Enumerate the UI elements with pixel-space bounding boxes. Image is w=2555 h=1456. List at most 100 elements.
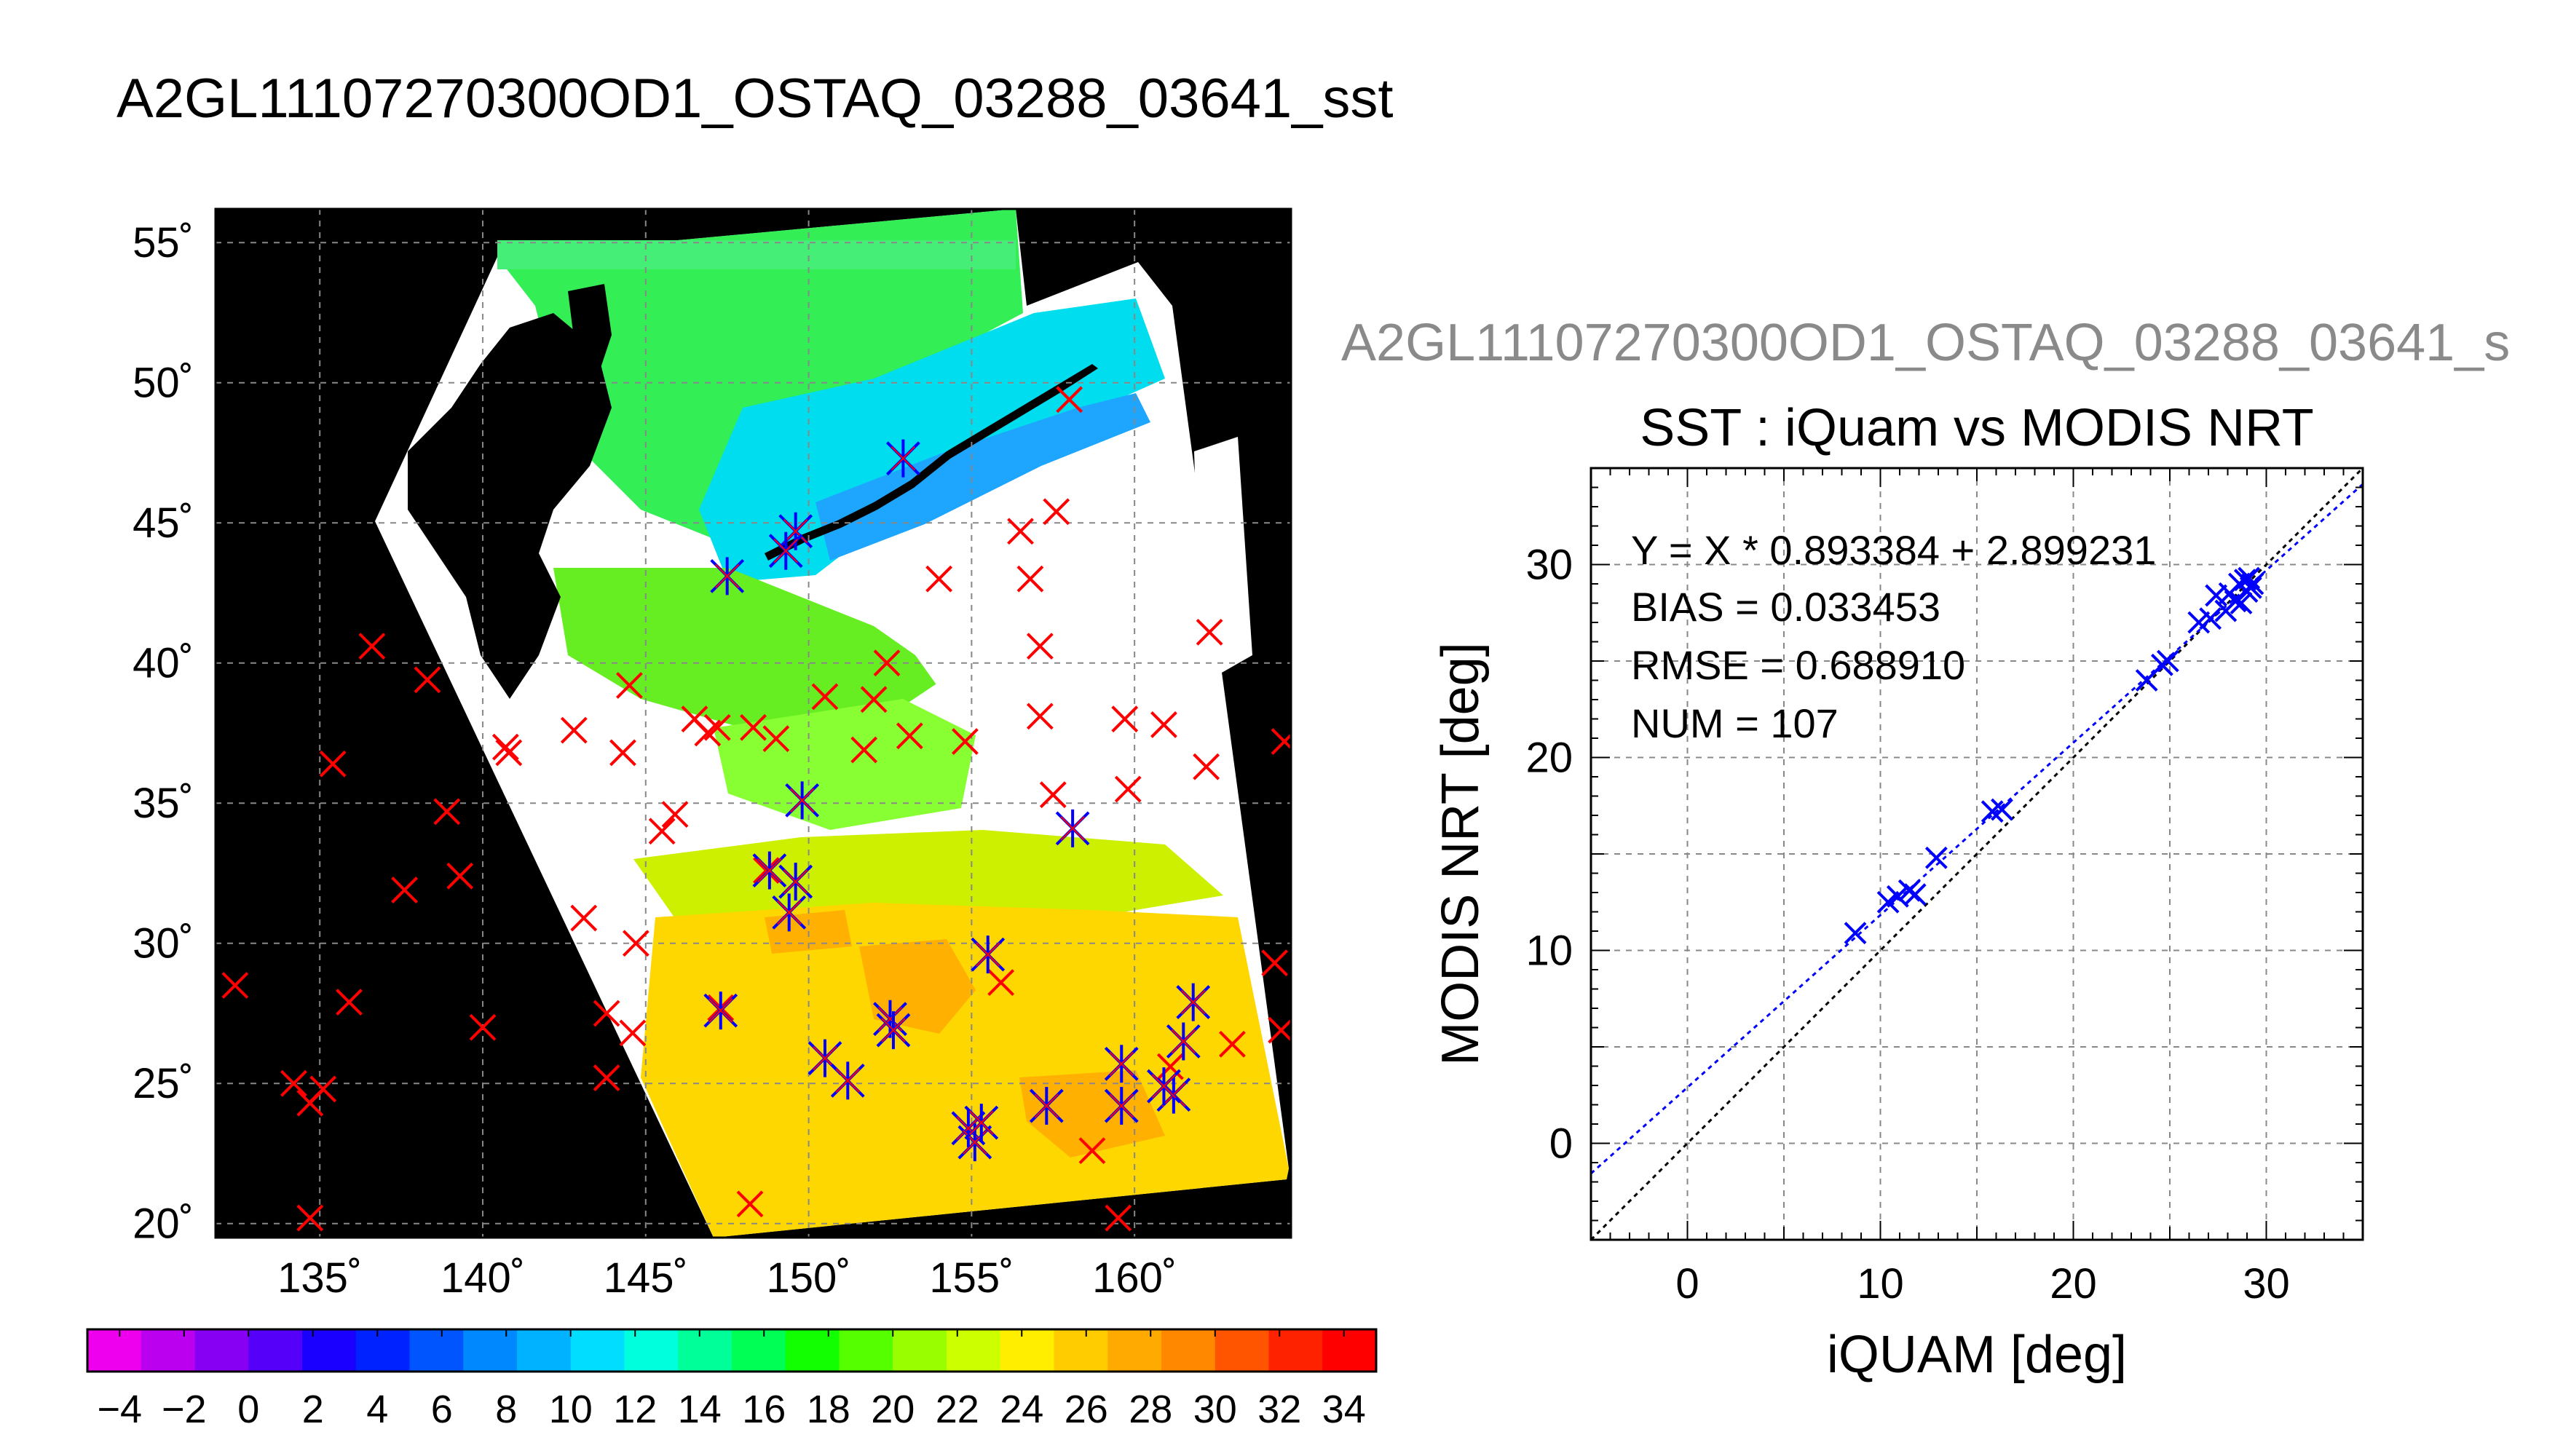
iquam-observation-marker <box>469 1013 497 1041</box>
colorbar-tick-label: 18 <box>807 1388 850 1431</box>
sst-map: 55˚ 50˚ 45˚ 40˚ 35˚ 30˚ 25˚ 20˚ 135˚ 140˚ 145˚ 150… <box>133 207 1292 1302</box>
matched-observation-overlay <box>783 869 808 894</box>
colorbar-cell <box>947 1329 1001 1372</box>
colorbar-cell <box>732 1329 786 1372</box>
scatter-y-tick-label: 10 <box>1525 927 1573 975</box>
colorbar-tick-label: 6 <box>431 1388 453 1431</box>
iquam-observation-marker <box>1007 518 1034 545</box>
matched-observation-overlay <box>1181 989 1206 1015</box>
iquam-observation-marker <box>648 818 676 845</box>
matched-observation-overlay <box>773 539 798 563</box>
matched-observation-overlay <box>891 446 916 471</box>
iquam-observation-marker <box>1196 618 1223 646</box>
scatter-x-axis-label: iQUAM [deg] <box>1827 1326 2127 1384</box>
iquam-observation-marker <box>570 904 598 932</box>
colorbar-cell <box>1322 1329 1377 1372</box>
matched-observation-overlay <box>969 1110 994 1135</box>
map-lon-label: 135˚ <box>277 1254 362 1302</box>
map-lat-label: 50˚ <box>133 360 194 407</box>
matched-observation-overlay <box>881 1018 906 1042</box>
colorbar-tick-label: 34 <box>1322 1388 1366 1431</box>
stat-rmse: RMSE = 0.688910 <box>1631 642 1965 688</box>
map-frame <box>214 207 1292 1239</box>
matched-observation-overlay <box>1151 1074 1177 1099</box>
iquam-observation-marker <box>1261 949 1289 977</box>
colorbar-cell <box>463 1329 518 1372</box>
iquam-observation-marker <box>560 716 588 744</box>
colorbar-tick-label: 20 <box>871 1388 915 1431</box>
sst-colorbar: −4 −2 0 2 4 6 8 10 12 14 16 18 20 22 24 26 28 30 32 34 <box>86 1328 1378 1431</box>
matched-observation-overlay <box>714 563 740 589</box>
colorbar-tick-label: 10 <box>549 1388 593 1431</box>
page-title: A2GL11107270300OD1_OSTAQ_03288_03641_sst <box>117 68 1394 130</box>
scatter-points <box>1844 566 2264 945</box>
colorbar-cell <box>1161 1329 1216 1372</box>
iquam-observation-marker <box>1193 753 1220 780</box>
iquam-observation-marker <box>987 969 1015 997</box>
map-lat-label: 55˚ <box>133 219 194 266</box>
sst-warm-south <box>641 903 1289 1238</box>
iquam-observation-marker <box>752 857 780 885</box>
iquam-observation-marker <box>616 672 643 699</box>
scatter-y-axis-label: MODIS NRT [deg] <box>1431 642 1490 1066</box>
iquam-observation-marker <box>1016 565 1044 593</box>
iquam-observation-marker <box>703 713 731 741</box>
iquam-observation-marker <box>811 683 839 711</box>
iquam-observation-marker <box>280 1069 307 1097</box>
scatter-x-tick-label: 10 <box>1857 1260 1904 1307</box>
map-lon-label: 150˚ <box>767 1254 851 1302</box>
scatter-point <box>1924 846 1948 869</box>
colorbar-tick-label: 2 <box>302 1388 324 1431</box>
colorbar-cell <box>785 1329 840 1372</box>
map-lat-label: 45˚ <box>133 499 194 547</box>
iquam-observation-marker <box>1156 1053 1184 1080</box>
map-lon-label: 140˚ <box>441 1254 525 1302</box>
colorbar-tick-label: 8 <box>495 1388 517 1431</box>
iquam-observation-marker <box>952 728 979 755</box>
colorbar-frame <box>86 1328 1378 1373</box>
sst-cool-north <box>497 209 1023 539</box>
colorbar-cell <box>893 1329 947 1372</box>
iquam-observation-marker <box>1078 1137 1106 1165</box>
matched-observation-overlay <box>708 998 733 1023</box>
sakhalin-landmass <box>568 284 612 379</box>
matched-observation-overlay <box>1060 816 1085 841</box>
iquam-observation-marker <box>319 750 347 778</box>
colorbar-cell <box>839 1329 893 1372</box>
iquam-observation-marker <box>896 722 923 750</box>
colorbar-cell <box>517 1329 572 1372</box>
iquam-observation-marker <box>309 1075 337 1103</box>
iquam-observation-marker <box>1026 633 1054 660</box>
colorbar-tick-label: 26 <box>1065 1388 1108 1431</box>
iquam-observation-marker <box>860 686 888 713</box>
kuril-islands <box>765 364 1098 561</box>
sst-mid-green <box>553 568 947 735</box>
colorbar-tick-label: 16 <box>742 1388 786 1431</box>
iquam-observation-marker <box>661 801 689 828</box>
sst-yellow-green <box>633 830 1223 932</box>
colorbar-cell <box>1268 1329 1323 1372</box>
scatter-x-tick-label: 0 <box>1675 1260 1699 1307</box>
matched-observation-overlay <box>1171 1029 1196 1054</box>
iquam-observation-marker <box>1111 705 1139 733</box>
iquam-observation-marker <box>762 725 790 753</box>
colorbar-cell <box>355 1329 411 1372</box>
iquam-observation-marker <box>1043 498 1070 526</box>
iquam-observation-marker <box>495 739 523 767</box>
scatter-x-tick-label: 30 <box>2243 1260 2290 1307</box>
iquam-observation-marker <box>1056 386 1083 414</box>
map-lat-label: 30˚ <box>133 920 194 968</box>
iquam-observation-marker <box>1268 1016 1291 1044</box>
map-lat-label: 25˚ <box>133 1060 194 1107</box>
map-lat-label: 35˚ <box>133 780 194 827</box>
matched-observation-overlay <box>757 858 782 883</box>
sst-warm-green <box>714 699 976 830</box>
colorbar-cell <box>678 1329 732 1372</box>
map-grid <box>216 209 1291 1238</box>
iquam-observation-marker <box>622 930 649 957</box>
sst-orange-patch <box>765 910 1165 1158</box>
scatter-y-tick-label: 20 <box>1525 735 1573 782</box>
iquam-observation-marker <box>1114 775 1142 803</box>
matched-observation-overlay <box>1109 1051 1134 1076</box>
iquam-observation-marker <box>593 1000 620 1027</box>
